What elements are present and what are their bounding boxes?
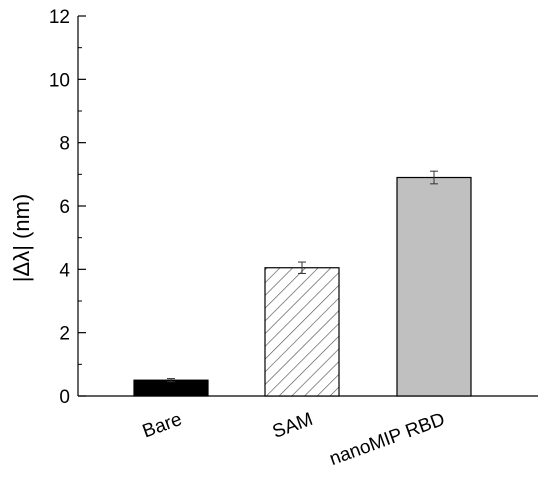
y-tick-label: 12 [49,7,70,28]
plot-area: 0 2 4 6 8 10 12 Bare SAM nanoMIP RBD [49,7,538,470]
y-tick-label: 8 [59,134,70,155]
y-tick-label: 6 [59,197,70,218]
bar-bare [133,379,209,397]
y-axis-title: |Δλ| (nm) [9,194,34,282]
y-tick-label: 4 [59,260,70,281]
x-category-label: nanoMIP RBD [327,409,448,470]
y-tick-label: 0 [59,387,70,408]
bar-sam [264,267,340,397]
y-tick-label: 10 [49,70,70,91]
bar-nanomip-rbd [396,176,472,397]
x-category-label: Bare [140,409,185,442]
y-tick-label: 2 [59,324,70,345]
x-category-label: SAM [270,409,316,443]
